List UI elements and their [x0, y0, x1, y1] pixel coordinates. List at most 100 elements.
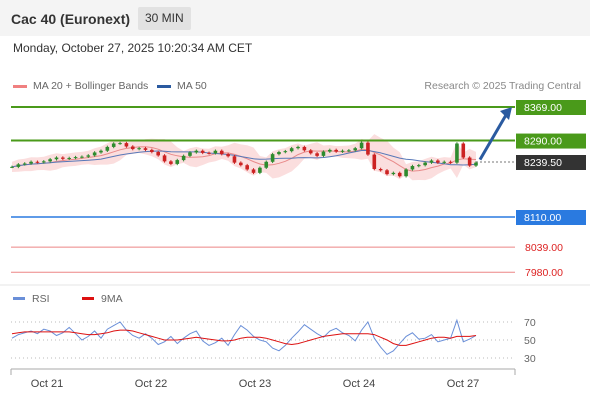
candle-body [340, 150, 345, 152]
candle-body [162, 155, 167, 162]
candle-body [48, 159, 52, 162]
candle-body [92, 152, 97, 156]
candle-body [29, 161, 33, 164]
candle-body [467, 157, 472, 166]
candle-body [61, 157, 65, 159]
level-badge-8110.00 [516, 210, 586, 225]
candle-body [359, 142, 364, 149]
legend-label-ma50: MA 50 [177, 80, 207, 92]
legend-ma20-bollinger: MA 20 + Bollinger Bands [13, 80, 148, 92]
candle-body [404, 169, 408, 177]
candles [10, 141, 478, 178]
candle-body [41, 161, 46, 163]
legend-swatch-ma50 [157, 84, 171, 88]
candle-body [137, 148, 141, 150]
level-label-7980.00: 7980.00 [525, 267, 563, 279]
candle-body [258, 167, 262, 173]
candle-body [245, 165, 249, 170]
candle-body [213, 150, 218, 154]
rsi-series-9MA [11, 329, 477, 346]
candle-body [67, 157, 72, 159]
legend-ma50: MA 50 [157, 80, 207, 92]
level-label-8039.00: 8039.00 [525, 242, 563, 254]
candle-body [226, 154, 230, 157]
header-bar [0, 0, 590, 36]
candle-body [378, 169, 383, 171]
candle-body [143, 148, 148, 150]
x-tick-label: Oct 21 [31, 378, 63, 390]
rsi-legend-label-RSI: RSI [32, 293, 50, 305]
x-tick-label: Oct 24 [343, 378, 375, 390]
ma20-line [11, 146, 477, 172]
candle-body [118, 143, 122, 145]
rsi-legend-swatch-RSI [13, 297, 25, 300]
candle-body [385, 170, 389, 175]
candle-body [308, 150, 313, 154]
candle-body [442, 161, 447, 163]
candle-body [22, 163, 27, 165]
forecast-arrow-head [500, 107, 512, 120]
candle-body [105, 146, 110, 151]
candle-body [391, 172, 396, 175]
rsi-tick-30: 30 [524, 353, 536, 365]
candle-body [423, 162, 427, 166]
candle-body [455, 143, 459, 163]
legend-label-ma20: MA 20 + Bollinger Bands [33, 80, 149, 92]
candle-body [321, 151, 326, 156]
candle-body [270, 154, 275, 162]
x-tick-label: Oct 23 [239, 378, 271, 390]
candle-body [80, 156, 84, 158]
candle-body [10, 166, 14, 168]
candle-body [35, 161, 40, 163]
candle-body [73, 157, 78, 159]
candle-body [200, 150, 205, 153]
candle-body [251, 169, 256, 173]
candle-body [54, 157, 59, 160]
candle-body [436, 160, 440, 163]
candle-body [156, 152, 160, 156]
candle-body [372, 154, 377, 170]
rsi-tick-50: 50 [524, 335, 536, 347]
last-price-badge [516, 155, 586, 170]
candle-body [277, 152, 281, 155]
rsi-legend-swatch-9MA [82, 297, 94, 300]
x-tick-label: Oct 27 [447, 378, 479, 390]
candle-body [188, 152, 192, 156]
level-label-8110.00: 8110.00 [524, 212, 561, 224]
rsi-tick-70: 70 [524, 317, 536, 329]
candle-body [111, 143, 116, 147]
candle-body [175, 160, 180, 164]
candle-body [239, 162, 243, 166]
candle-body [124, 143, 129, 147]
candle-body [99, 150, 103, 153]
candle-body [302, 146, 307, 151]
forecast-arrow-shaft [478, 114, 508, 161]
candle-body [410, 166, 415, 170]
candle-body [16, 164, 21, 167]
candle-body [448, 161, 453, 163]
candle-body [264, 161, 269, 168]
x-tick-label: Oct 22 [135, 378, 167, 390]
candle-body [397, 172, 402, 177]
candle-body [328, 149, 332, 152]
candle-body [366, 142, 370, 155]
datetime-label: Monday, October 27, 2025 10:20:34 AM CET [13, 41, 253, 55]
interval-button[interactable]: 30 MIN [138, 7, 191, 30]
rsi-legend-label-9MA: 9MA [101, 293, 123, 305]
candle-body [347, 150, 351, 152]
candle-body [194, 150, 199, 153]
candle-body [150, 149, 154, 153]
candle-body [416, 165, 421, 167]
candle-body [219, 150, 224, 155]
instrument-title: Cac 40 (Euronext) [11, 11, 131, 27]
candle-body [289, 148, 294, 152]
candle-body [429, 160, 434, 163]
candle-body [315, 153, 319, 156]
candle-body [474, 162, 478, 166]
candle-body [334, 149, 338, 152]
level-label-8290.00: 8290.00 [524, 136, 562, 148]
level-badge-8290.00 [516, 133, 586, 149]
ma50-line [11, 150, 477, 168]
legend-swatch-ma20 [13, 84, 27, 88]
